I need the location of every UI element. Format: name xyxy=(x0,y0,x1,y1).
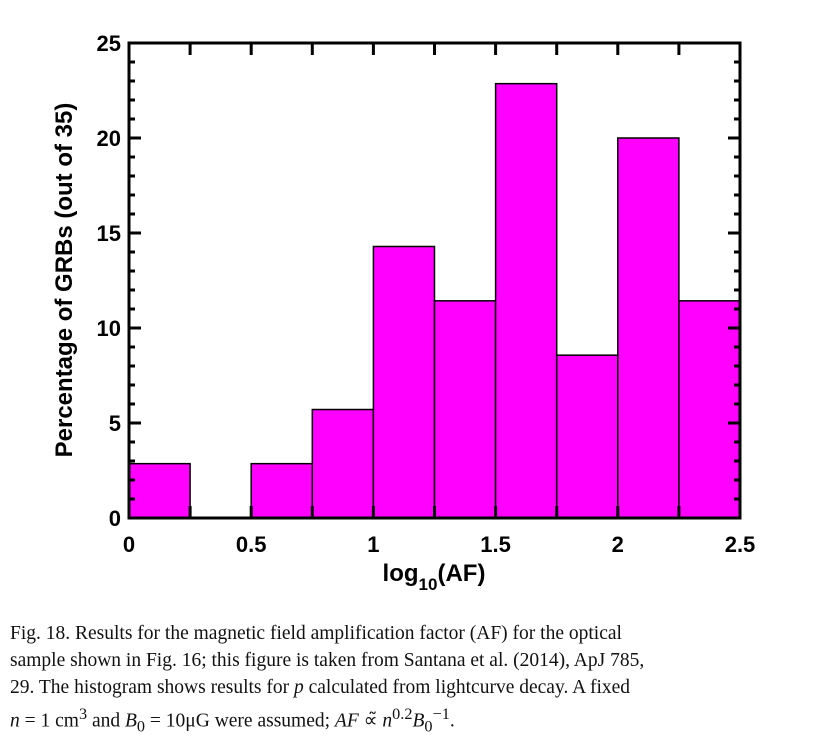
histogram-figure: 0 0.5 1 1.5 2 2.5 0 5 10 15 20 25 Percentage of GRB… xyxy=(51,31,756,594)
x-axis-label: log10(AF) xyxy=(383,560,486,594)
axis-tick-labels: 0 0.5 1 1.5 2 2.5 0 5 10 15 20 25 xyxy=(97,31,756,557)
y-tick-label: 5 xyxy=(109,411,121,436)
caption-math-n: n xyxy=(382,710,393,732)
caption-math-B: B xyxy=(412,710,425,732)
caption-math-n: n xyxy=(10,710,20,732)
y-tick-label: 25 xyxy=(97,31,121,56)
x-axis-label-tail: (AF) xyxy=(437,560,485,587)
histogram-bar-6 xyxy=(494,82,558,519)
histogram-bar-3 xyxy=(311,408,375,519)
caption-proportional-symbol: ∝̃ xyxy=(358,710,383,732)
x-axis-label-subscript: 10 xyxy=(419,575,438,594)
caption-text: = 1 cm xyxy=(19,710,79,732)
caption-line-2: sample shown in Fig. 16; this figure is … xyxy=(10,650,645,671)
caption-text: 29. The histogram shows results for xyxy=(10,677,294,698)
histogram-bar-8 xyxy=(617,137,680,519)
x-tick-label: 1.5 xyxy=(480,532,511,557)
y-tick-label: 20 xyxy=(97,126,121,151)
histogram-chart: 0 0.5 1 1.5 2 2.5 0 5 10 15 20 25 Percentage of GRB… xyxy=(51,31,756,594)
figure-caption: Fig. 18. Results for the magnetic field … xyxy=(10,620,825,740)
y-axis-label: Percentage of GRBs (out of 35) xyxy=(51,103,78,458)
bars-group xyxy=(128,82,741,519)
y-tick-label: 10 xyxy=(97,316,121,341)
x-tick-label: 2 xyxy=(612,532,624,557)
histogram-bar-9 xyxy=(678,300,741,519)
x-tick-label: 0 xyxy=(123,532,135,557)
caption-math-B: B xyxy=(124,710,137,732)
caption-line-1: Fig. 18. Results for the magnetic field … xyxy=(10,623,622,644)
histogram-bar-4 xyxy=(372,245,436,519)
caption-line-3: 29. The histogram shows results for p ca… xyxy=(10,674,825,701)
x-tick-label: 1 xyxy=(367,532,379,557)
x-tick-label: 2.5 xyxy=(725,532,756,557)
y-tick-label: 15 xyxy=(97,221,121,246)
caption-math-AF: AF xyxy=(334,710,359,732)
x-axis-label-main: log xyxy=(383,560,419,587)
caption-text: calculated from lightcurve decay. A fixe… xyxy=(303,677,631,698)
caption-superscript: −1 xyxy=(432,705,450,723)
histogram-bar-7 xyxy=(555,354,619,519)
caption-text: = 10μG were assumed; xyxy=(145,710,335,732)
caption-line-4: n = 1 cm3 and B0 = 10μG were assumed; AF… xyxy=(10,701,825,740)
caption-subscript: 0 xyxy=(136,717,146,736)
caption-subscript: 0 xyxy=(424,717,433,736)
caption-text: . xyxy=(449,710,455,732)
caption-text: and xyxy=(87,710,125,732)
caption-superscript: 3 xyxy=(78,705,88,723)
axis-ticks xyxy=(127,41,742,520)
y-tick-label: 0 xyxy=(109,506,121,531)
histogram-bar-0 xyxy=(128,462,191,519)
x-tick-label: 0.5 xyxy=(236,532,267,557)
caption-math-p: p xyxy=(294,677,304,698)
caption-superscript: 0.2 xyxy=(392,705,413,723)
histogram-bar-2 xyxy=(250,462,314,519)
histogram-bar-5 xyxy=(433,300,497,519)
